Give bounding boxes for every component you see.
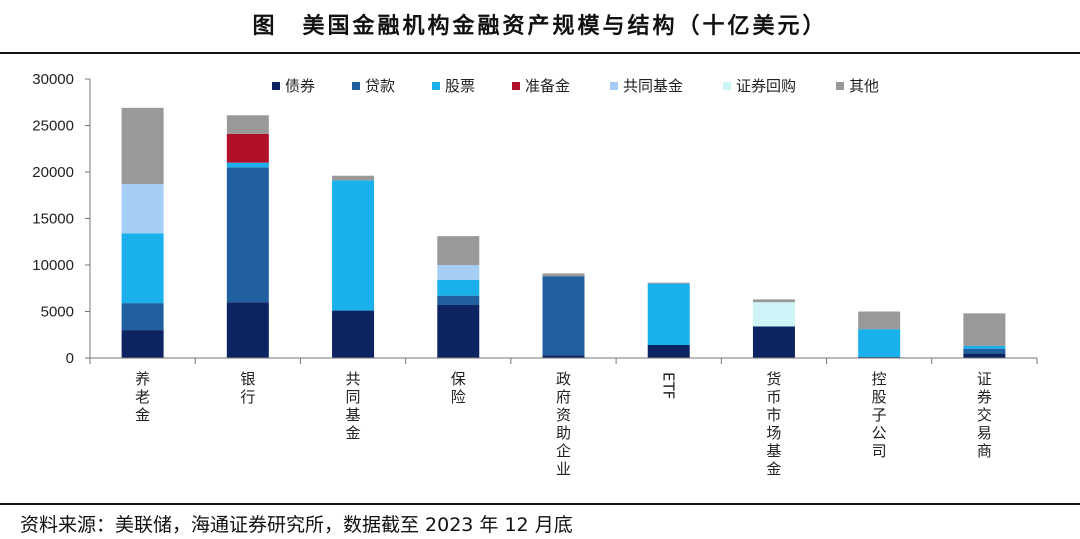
bar-segment xyxy=(963,348,1006,354)
x-category-label: 养老金 xyxy=(135,370,150,424)
legend-label: 债券 xyxy=(285,77,315,95)
legend-label: 贷款 xyxy=(365,77,395,95)
bar-segment xyxy=(332,310,375,358)
bar-segment xyxy=(226,133,269,163)
bar-segment xyxy=(121,303,164,331)
legend-label: 共同基金 xyxy=(623,77,683,95)
bar-segment xyxy=(752,326,795,358)
bar-segment xyxy=(121,184,164,234)
x-category-label: 证券交易商 xyxy=(977,370,992,460)
bar-segment xyxy=(647,282,690,284)
bar-segment xyxy=(752,299,795,303)
stacked-bar-chart: 050001000015000200002500030000养老金银行共同基金保… xyxy=(32,71,1038,478)
x-category-label: ETF xyxy=(660,372,678,399)
bar-segment xyxy=(647,344,690,358)
bar-segment xyxy=(121,233,164,304)
bar-segment xyxy=(542,273,585,277)
x-category-label: 保险 xyxy=(451,370,466,406)
bar-segment xyxy=(226,162,269,168)
x-category-label: 银行 xyxy=(240,370,255,406)
bar-segment xyxy=(121,330,164,358)
x-category-label: 控股子公司 xyxy=(872,370,887,460)
bar-segment xyxy=(437,304,480,358)
y-tick-label: 25000 xyxy=(32,118,74,135)
legend-swatch xyxy=(272,82,280,90)
source-divider xyxy=(0,503,1080,505)
bar-segment xyxy=(858,329,901,358)
bar-segment xyxy=(963,345,1006,349)
legend-swatch xyxy=(512,82,520,90)
bar-segment xyxy=(226,167,269,303)
bar-segment xyxy=(963,353,1006,358)
y-tick-label: 10000 xyxy=(32,257,74,274)
bar-segment xyxy=(332,175,375,181)
x-category-label: 共同基金 xyxy=(346,370,361,442)
x-category-label: 货币市场基金 xyxy=(766,370,781,478)
bar-segment xyxy=(226,302,269,358)
legend-label: 股票 xyxy=(445,77,475,95)
bar-segment xyxy=(121,107,164,185)
y-tick-label: 15000 xyxy=(32,211,74,228)
bar-segment xyxy=(437,265,480,280)
bar-segment xyxy=(437,236,480,265)
bar-segment xyxy=(226,115,269,134)
bar-segment xyxy=(647,283,690,345)
bar-segment xyxy=(437,295,480,305)
legend-swatch xyxy=(723,82,731,90)
legend-swatch xyxy=(610,82,618,90)
legend-swatch xyxy=(352,82,360,90)
legend-label: 准备金 xyxy=(525,77,570,95)
bar-segment xyxy=(858,311,901,330)
x-category-label: 政府资助企业 xyxy=(556,370,571,478)
legend-swatch xyxy=(432,82,440,90)
y-tick-label: 0 xyxy=(66,350,74,367)
source-note: 资料来源：美联储，海通证券研究所，数据截至 2023 年 12 月底 xyxy=(20,514,573,536)
y-tick-label: 5000 xyxy=(41,304,74,321)
bar-segment xyxy=(437,279,480,296)
legend-label: 其他 xyxy=(849,77,879,95)
bar-segment xyxy=(752,302,795,327)
bar-segment xyxy=(542,276,585,356)
legend-label: 证券回购 xyxy=(736,77,796,95)
title-underline xyxy=(0,52,1080,54)
bar-segment xyxy=(963,313,1006,346)
y-tick-label: 20000 xyxy=(32,164,74,181)
bar-segment xyxy=(542,355,585,358)
chart-title: 图 美国金融机构金融资产规模与结构（十亿美元） xyxy=(252,14,828,39)
y-tick-label: 30000 xyxy=(32,71,74,88)
legend-swatch xyxy=(836,82,844,90)
bar-segment xyxy=(332,180,375,311)
